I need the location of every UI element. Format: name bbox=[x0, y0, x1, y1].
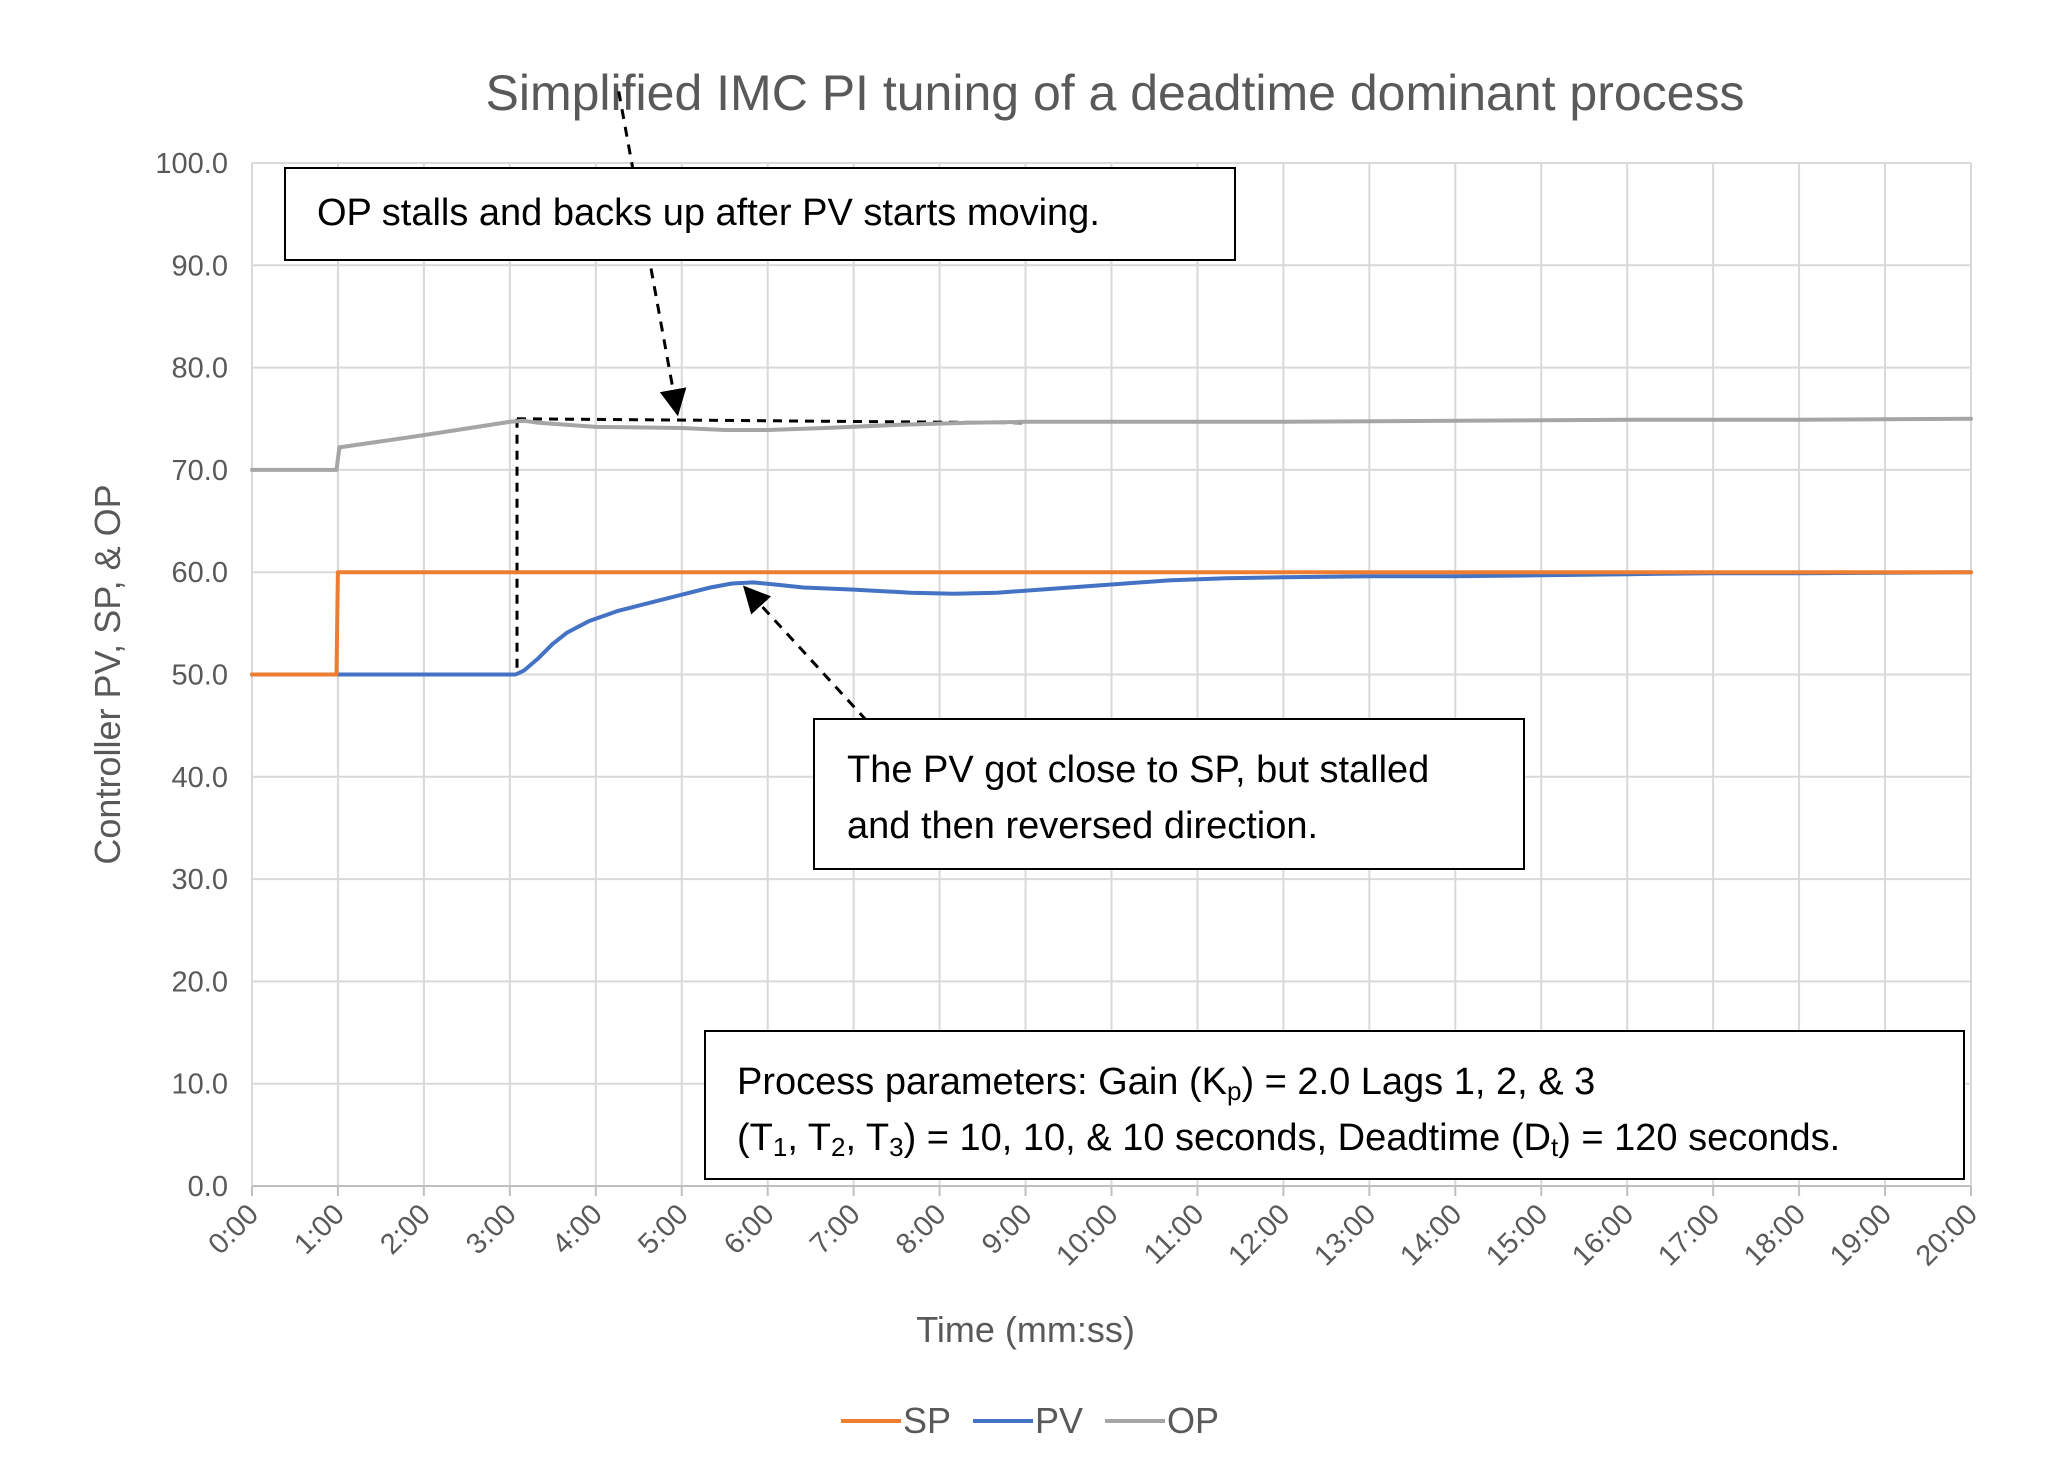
y-tick-label: 40.0 bbox=[172, 762, 228, 794]
annotation-op-stalls-line-1: OP stalls and backs up after PV starts m… bbox=[317, 192, 1100, 234]
y-tick-label: 30.0 bbox=[172, 864, 228, 896]
y-tick-label: 90.0 bbox=[172, 250, 228, 282]
legend-swatch-op bbox=[1105, 1419, 1166, 1423]
x-tick-label: 3:00 bbox=[460, 1198, 523, 1261]
series bbox=[250, 416, 1973, 677]
legend-item-sp: SP bbox=[840, 1400, 951, 1442]
x-tick-label: 12:00 bbox=[1222, 1198, 1296, 1272]
x-tick-label: 1:00 bbox=[288, 1198, 351, 1261]
series-line-op bbox=[250, 416, 1973, 472]
legend-label-op: OP bbox=[1167, 1400, 1220, 1441]
x-axis-title: Time (mm:ss) bbox=[916, 1309, 1135, 1350]
y-tick-label: 70.0 bbox=[172, 455, 228, 487]
annotation-process-parameters-line-1: Process parameters: Gain (Kp) = 2.0 Lags… bbox=[737, 1061, 1596, 1106]
legend: SP PV OP bbox=[0, 1396, 2054, 1446]
annotation-process-parameters-line-2: (T1, T2, T3) = 10, 10, & 10 seconds, Dea… bbox=[737, 1117, 1841, 1162]
series-line-sp bbox=[250, 570, 1973, 677]
x-tick-label: 18:00 bbox=[1738, 1198, 1812, 1272]
y-tick-label: 100.0 bbox=[155, 148, 228, 180]
x-tick-label: 10:00 bbox=[1051, 1198, 1125, 1272]
x-tick-label: 4:00 bbox=[546, 1198, 609, 1261]
x-tick-label: 5:00 bbox=[632, 1198, 695, 1261]
annotation-pv-reversed-line-1: The PV got close to SP, but stalled bbox=[847, 749, 1430, 791]
chart-title: Simplified IMC PI tuning of a deadtime d… bbox=[485, 65, 1745, 121]
reference-lines bbox=[515, 417, 1026, 675]
annotation-pv-reversed: The PV got close to SP, but stalled and … bbox=[813, 718, 1525, 870]
annotation-pv-reversed-line-2: and then reversed direction. bbox=[847, 805, 1319, 847]
x-tick-label: 2:00 bbox=[374, 1198, 437, 1261]
x-tick-label: 19:00 bbox=[1824, 1198, 1898, 1272]
x-tick-label: 20:00 bbox=[1910, 1198, 1984, 1272]
y-axis-title: Controller PV, SP, & OP bbox=[87, 484, 128, 864]
legend-item-op: OP bbox=[1105, 1400, 1219, 1442]
x-tick-label: 0:00 bbox=[202, 1198, 265, 1261]
x-tick-label: 16:00 bbox=[1566, 1198, 1640, 1272]
y-tick-label: 10.0 bbox=[172, 1069, 228, 1101]
y-tick-label: 0.0 bbox=[188, 1171, 228, 1203]
x-tick-label: 17:00 bbox=[1652, 1198, 1726, 1272]
x-tick-label: 15:00 bbox=[1480, 1198, 1554, 1272]
legend-label-pv: PV bbox=[1034, 1400, 1084, 1441]
x-tick-label: 11:00 bbox=[1138, 1198, 1210, 1270]
x-tick-label: 9:00 bbox=[976, 1198, 1039, 1261]
y-tick-label: 20.0 bbox=[172, 966, 228, 998]
x-tick-label: 13:00 bbox=[1308, 1198, 1382, 1272]
annotation-process-parameters: Process parameters: Gain (Kp) = 2.0 Lags… bbox=[704, 1030, 1965, 1180]
annotation-op-stalls: OP stalls and backs up after PV starts m… bbox=[284, 167, 1236, 261]
y-tick-label: 80.0 bbox=[172, 353, 228, 385]
series-line-pv bbox=[250, 570, 1973, 677]
y-tick-label: 50.0 bbox=[172, 660, 228, 692]
legend-swatch-pv bbox=[972, 1419, 1033, 1423]
legend-label-sp: SP bbox=[902, 1400, 951, 1441]
x-tick-label: 8:00 bbox=[890, 1198, 953, 1261]
x-tick-label: 14:00 bbox=[1394, 1198, 1468, 1272]
x-tick-label: 7:00 bbox=[804, 1198, 867, 1261]
x-tick-label: 6:00 bbox=[718, 1198, 781, 1261]
annotation-arrow-2 bbox=[742, 585, 868, 722]
legend-item-pv: PV bbox=[972, 1400, 1084, 1442]
legend-swatch-sp bbox=[840, 1419, 901, 1423]
y-tick-label: 60.0 bbox=[172, 557, 228, 589]
